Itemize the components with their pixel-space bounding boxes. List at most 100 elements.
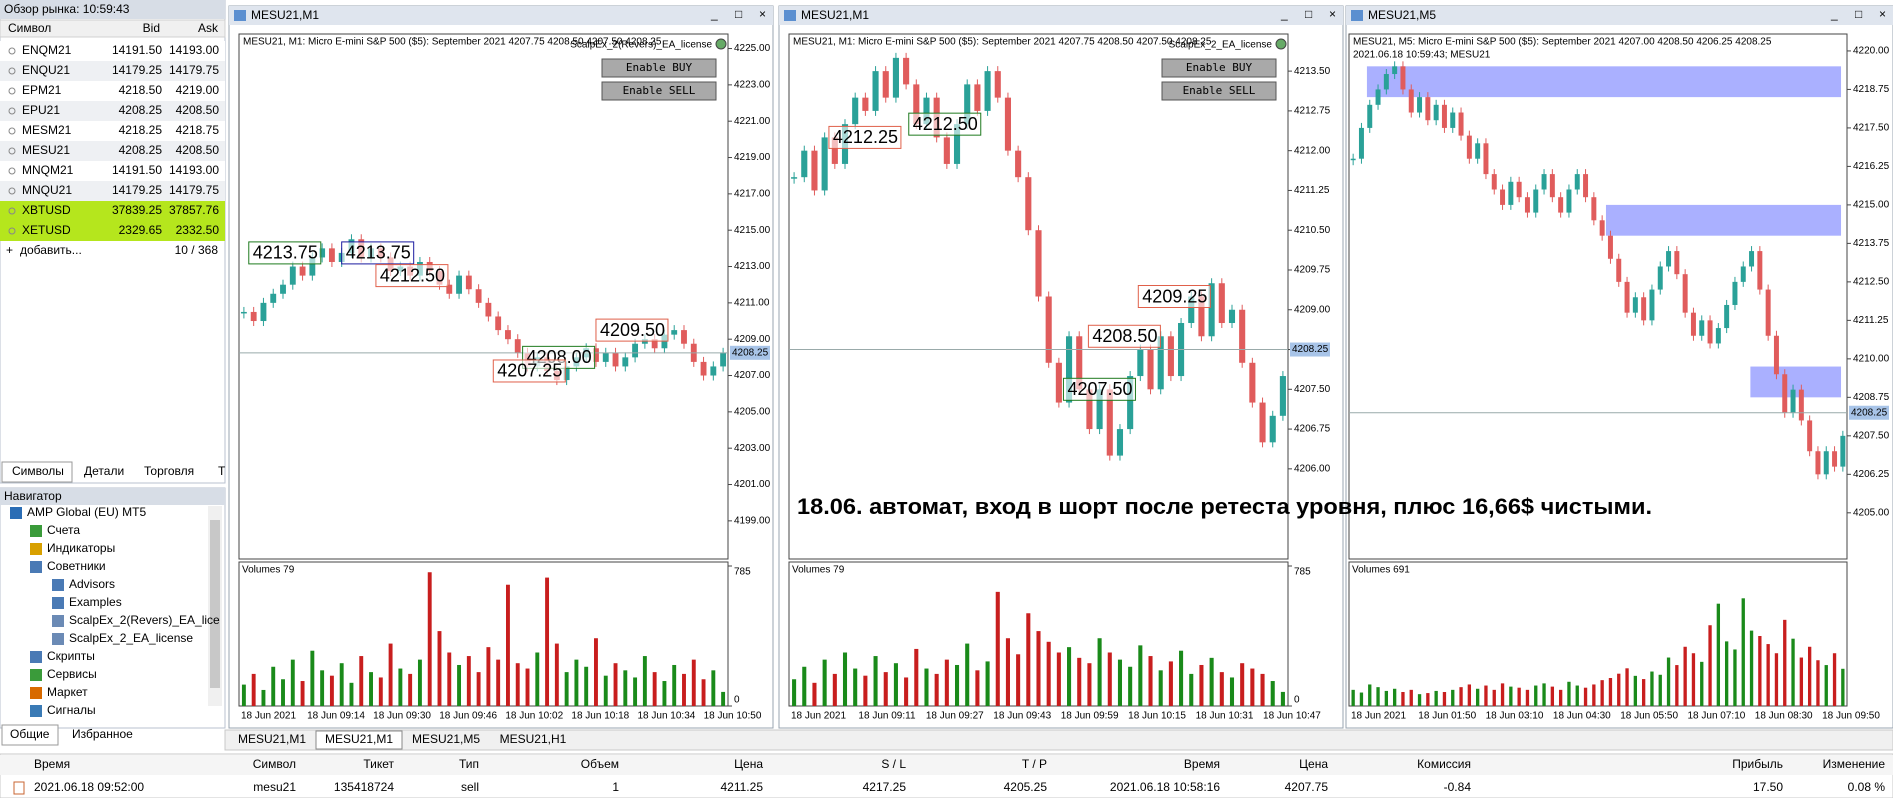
bid: 14179.25 (112, 63, 162, 77)
ea-button-label[interactable]: Enable BUY (626, 61, 693, 74)
volume-bar (1138, 645, 1143, 706)
ea-button[interactable] (601, 81, 717, 101)
y-tick-label: 4213.75 (1853, 238, 1890, 249)
symbol-row[interactable] (0, 61, 225, 81)
volume-bar (447, 652, 452, 706)
tab[interactable]: Символы (12, 464, 64, 478)
column-header: Изменение (1823, 757, 1886, 771)
ea-button-label[interactable]: Enable SELL (1183, 84, 1256, 97)
candle (1450, 112, 1456, 128)
ask: 14193.00 (169, 163, 219, 177)
symbol-row[interactable] (0, 121, 225, 141)
window-button[interactable]: × (1329, 7, 1336, 21)
window-button[interactable]: □ (1855, 7, 1862, 21)
candle (1798, 389, 1804, 421)
window-button[interactable]: × (759, 7, 766, 21)
chart-tab-active[interactable] (315, 730, 403, 750)
nav-item[interactable]: Скрипты (47, 649, 95, 663)
candle (1823, 451, 1829, 475)
symbol-row[interactable] (0, 221, 225, 241)
tab[interactable]: Детали (84, 464, 124, 478)
plot-frame (1348, 33, 1848, 560)
ea-button-label[interactable]: Enable BUY (1186, 61, 1253, 74)
volume-bar (1376, 687, 1380, 706)
plot-frame (238, 33, 729, 560)
y-tick-label: 4217.50 (1853, 123, 1890, 134)
window-title: MESU21,M5 (1368, 8, 1436, 22)
volume-bar (1608, 678, 1613, 706)
chart-tab-label[interactable]: MESU21,M5 (412, 732, 480, 746)
candle (1208, 283, 1215, 337)
tab[interactable]: Общие (10, 727, 50, 741)
symbol-row[interactable] (0, 201, 225, 221)
symbol-icon (8, 87, 16, 95)
candle (1259, 402, 1266, 443)
ea-button[interactable] (1161, 81, 1277, 101)
volume-tick-label: 0 (734, 695, 740, 706)
nav-item[interactable]: AMP Global (EU) MT5 (27, 505, 146, 519)
symbol-row[interactable] (0, 161, 225, 181)
window-button[interactable]: □ (735, 7, 742, 21)
window-button[interactable]: × (1879, 7, 1886, 21)
window-button[interactable]: _ (1830, 7, 1838, 21)
symbol-row[interactable] (0, 81, 225, 101)
chart-tab[interactable] (229, 731, 315, 749)
nav-item[interactable]: Маркет (47, 685, 88, 699)
tab[interactable]: Избранное (72, 727, 133, 741)
add-symbol[interactable]: добавить... (20, 243, 82, 257)
candle (1466, 135, 1472, 159)
nav-item[interactable]: ScalpEx_2(Revers)_EA_lice (69, 613, 220, 627)
nav-item[interactable]: Индикаторы (47, 541, 115, 555)
tab[interactable]: Т (218, 464, 226, 478)
window-button[interactable]: _ (1280, 7, 1288, 21)
trade-label: 4209.25 (1142, 286, 1207, 306)
symbol-row[interactable] (0, 101, 225, 121)
volume-bar (329, 675, 334, 706)
nav-item[interactable]: Examples (69, 595, 122, 609)
candle (1690, 312, 1696, 336)
volume-bar (802, 666, 807, 706)
symbol: XETUSD (22, 223, 71, 237)
chart-tab[interactable] (490, 731, 576, 749)
candle (1015, 150, 1022, 178)
symbol-row[interactable] (0, 141, 225, 161)
symbol-row[interactable] (0, 181, 225, 201)
chart-header: MESU21, M1: Micro E-mini S&P 500 ($5): S… (243, 37, 662, 48)
time-label: 18 Jun 10:50 (704, 711, 762, 722)
column-header: Объем (581, 757, 619, 771)
volume-bar (975, 670, 980, 706)
candle (1218, 283, 1225, 324)
nav-item[interactable]: Сервисы (47, 667, 97, 681)
chart-tab-label[interactable]: MESU21,H1 (500, 732, 567, 746)
ea-button[interactable] (601, 58, 717, 78)
nav-item[interactable]: Советники (47, 559, 106, 573)
volume-bar (1617, 673, 1621, 706)
volume-title: Volumes 79 (792, 565, 845, 576)
volume-bar (853, 668, 858, 706)
nav-item[interactable]: Advisors (69, 577, 115, 591)
time-label: 18 Jun 01:50 (1418, 711, 1476, 722)
volume-bar (642, 656, 647, 706)
candle (994, 71, 1001, 98)
candle (1773, 335, 1779, 375)
candle (1137, 349, 1144, 377)
volume-frame (238, 561, 729, 707)
y-tick-label: 4206.25 (1853, 469, 1890, 480)
chart-tab-label[interactable]: MESU21,M1 (238, 732, 306, 746)
nav-item[interactable]: ScalpEx_2_EA_license (69, 631, 193, 645)
nav-item[interactable]: Счета (47, 523, 80, 537)
chart-tab[interactable] (403, 731, 489, 749)
tab[interactable]: Торговля (144, 464, 194, 478)
candle (1591, 197, 1597, 221)
ea-button-label[interactable]: Enable SELL (623, 84, 696, 97)
symbol-row[interactable] (0, 41, 225, 61)
volume-bar (1107, 652, 1112, 706)
volume-bar (873, 656, 878, 706)
candle (710, 366, 717, 376)
chart-tab-label[interactable]: MESU21,M1 (325, 732, 393, 746)
window-button[interactable]: □ (1305, 7, 1312, 21)
nav-item[interactable]: Сигналы (47, 703, 96, 717)
symbol-icon (8, 187, 16, 195)
ea-button[interactable] (1161, 58, 1277, 78)
window-button[interactable]: _ (710, 7, 718, 21)
